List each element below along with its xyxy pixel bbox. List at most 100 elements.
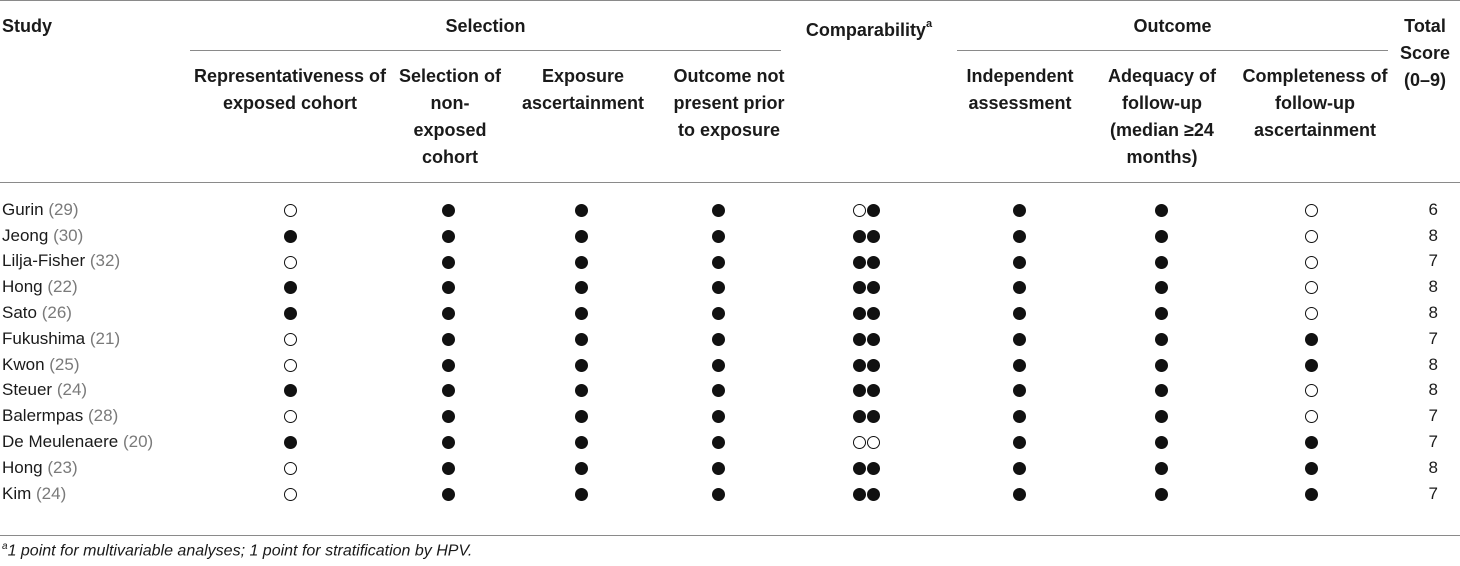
header-bottom-rule (0, 182, 1460, 183)
total-score-value: 8 (1428, 380, 1438, 400)
selection-non-exposed-filled-dot (441, 307, 455, 321)
independent-assessment-filled-dot (1012, 384, 1026, 398)
study-reference: (24) (56, 380, 88, 400)
study-reference: (30) (53, 225, 84, 245)
selection-non-exposed-cell (390, 481, 506, 507)
outcome-not-present-cell (656, 300, 780, 326)
selection-non-exposed-filled-dot (441, 358, 455, 372)
adequacy-follow-up-filled-dot (1154, 384, 1168, 398)
table-row: Fukushima (21) 7 (0, 326, 1460, 352)
representativeness-cell (190, 378, 390, 404)
independent-assessment-cell (952, 403, 1086, 429)
outcome-not-present-filled-dot (711, 487, 725, 501)
selection-non-exposed-filled-dot (441, 410, 455, 424)
independent-assessment-cell (952, 223, 1086, 249)
independent-assessment-filled-dot (1012, 281, 1026, 295)
completeness-follow-up-cell (1236, 326, 1386, 352)
total-score-value: 7 (1428, 251, 1438, 271)
outcome-not-present-cell (656, 352, 780, 378)
table-row: Lilja-Fisher (32) 7 (0, 249, 1460, 275)
completeness-follow-up-empty-dot (1304, 281, 1318, 295)
completeness-follow-up-cell (1236, 223, 1386, 249)
adequacy-follow-up-filled-dot (1154, 358, 1168, 372)
subheader-representativeness: Representativeness of exposed cohort (193, 66, 387, 113)
outcome-not-present-cell (656, 326, 780, 352)
exposure-ascertainment-cell (506, 274, 656, 300)
adequacy-follow-up-cell (1086, 326, 1236, 352)
independent-assessment-filled-dot (1012, 410, 1026, 424)
selection-non-exposed-cell (390, 455, 506, 481)
study-name: Hong (2, 277, 43, 297)
outcome-not-present-cell (656, 249, 780, 275)
adequacy-follow-up-cell (1086, 378, 1236, 404)
study-cell: Kwon (25) (0, 352, 190, 378)
comparability-cell (780, 197, 952, 223)
adequacy-follow-up-filled-dot (1154, 436, 1168, 450)
exposure-ascertainment-filled-dot (574, 332, 588, 346)
outcome-not-present-filled-dot (711, 307, 725, 321)
independent-assessment-cell (952, 378, 1086, 404)
selection-non-exposed-filled-dot (441, 461, 455, 475)
selection-non-exposed-cell (390, 429, 506, 455)
study-reference: (22) (47, 277, 78, 297)
top-rule (0, 0, 1460, 1)
comparability-filled-dot (852, 358, 866, 372)
exposure-ascertainment-cell (506, 352, 656, 378)
exposure-ascertainment-filled-dot (574, 307, 588, 321)
outcome-not-present-cell (656, 429, 780, 455)
exposure-ascertainment-cell (506, 403, 656, 429)
table-row: Balermpas (28) 7 (0, 403, 1460, 429)
study-cell: Balermpas (28) (0, 403, 190, 429)
comparability-filled-dot (852, 255, 866, 269)
total-score-value: 8 (1428, 225, 1438, 245)
adequacy-follow-up-filled-dot (1154, 255, 1168, 269)
adequacy-follow-up-cell (1086, 249, 1236, 275)
study-name: Steuer (2, 380, 53, 400)
study-name: Hong (2, 457, 43, 477)
table-bottom-rule (0, 535, 1460, 536)
selection-non-exposed-filled-dot (441, 281, 455, 295)
representativeness-empty-dot (283, 203, 297, 217)
exposure-ascertainment-filled-dot (574, 203, 588, 217)
comparability-filled-dot (852, 307, 866, 321)
outcome-not-present-cell (656, 455, 780, 481)
subheader-completeness-follow-up: Completeness of follow-up ascertainment (1242, 66, 1388, 140)
adequacy-follow-up-filled-dot (1154, 307, 1168, 321)
outcome-not-present-filled-dot (711, 203, 725, 217)
independent-assessment-filled-dot (1012, 307, 1026, 321)
outcome-rule (957, 50, 1388, 51)
total-score-value: 7 (1428, 328, 1438, 348)
study-reference: (32) (89, 251, 121, 271)
comparability-filled-dot (866, 461, 880, 475)
study-reference: (23) (47, 457, 78, 477)
study-cell: Steuer (24) (0, 378, 190, 404)
outcome-not-present-cell (656, 378, 780, 404)
completeness-follow-up-empty-dot (1304, 203, 1318, 217)
total-score-value: 8 (1428, 354, 1438, 374)
header-study: Study (2, 16, 53, 36)
comparability-cell (780, 429, 952, 455)
comparability-cell (780, 223, 952, 249)
completeness-follow-up-cell (1236, 455, 1386, 481)
comparability-filled-dot (852, 384, 866, 398)
subheader-outcome-not-present: Outcome not present prior to exposure (673, 66, 785, 140)
adequacy-follow-up-cell (1086, 429, 1236, 455)
comparability-filled-dot (852, 461, 866, 475)
adequacy-follow-up-cell (1086, 300, 1236, 326)
outcome-not-present-filled-dot (711, 410, 725, 424)
exposure-ascertainment-cell (506, 223, 656, 249)
adequacy-follow-up-cell (1086, 352, 1236, 378)
selection-non-exposed-cell (390, 300, 506, 326)
study-name: Kim (2, 483, 32, 503)
independent-assessment-cell (952, 274, 1086, 300)
representativeness-filled-dot (283, 436, 297, 450)
comparability-empty-dot (852, 436, 866, 450)
total-score-value: 7 (1428, 406, 1438, 426)
comparability-filled-dot (866, 255, 880, 269)
selection-non-exposed-cell (390, 378, 506, 404)
comparability-cell (780, 481, 952, 507)
comparability-cell (780, 274, 952, 300)
study-cell: Lilja-Fisher (32) (0, 249, 190, 275)
completeness-follow-up-filled-dot (1304, 332, 1318, 346)
study-name: Balermpas (2, 406, 84, 426)
